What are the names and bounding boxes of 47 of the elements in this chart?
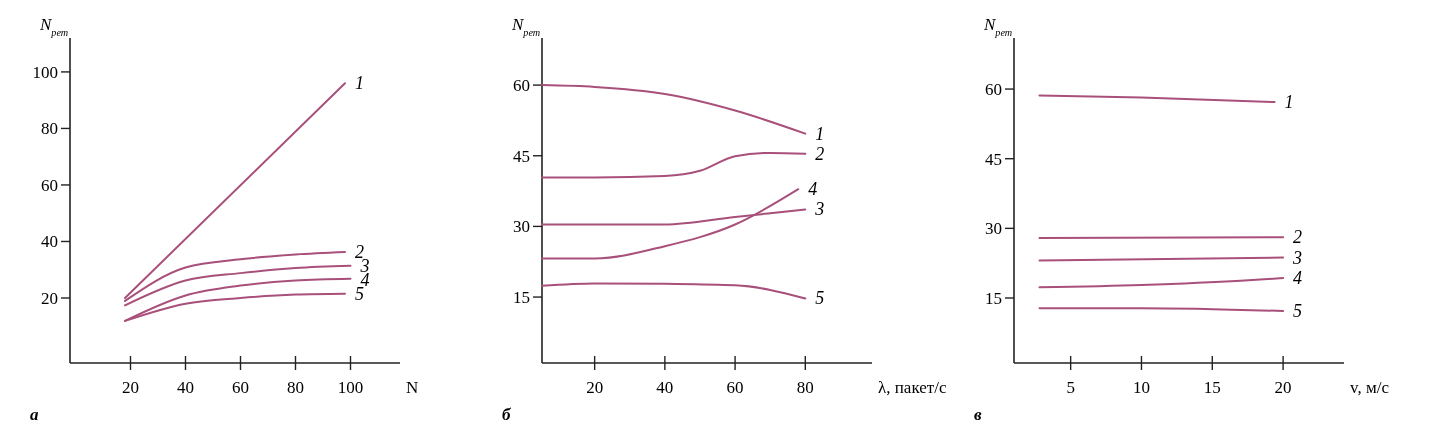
y-tick-label: 80 — [41, 119, 58, 139]
x-axis-title: v, м/с — [1350, 378, 1390, 397]
y-tick-label: 30 — [513, 217, 530, 237]
series-label: 1 — [355, 73, 364, 94]
y-tick-label: 30 — [985, 219, 1002, 239]
x-tick-label: 40 — [656, 378, 674, 397]
y-tick-label: 45 — [513, 146, 530, 166]
y-axis-title: N$_{рет}$ — [511, 15, 541, 38]
series-label: 3 — [1292, 247, 1303, 268]
y-tick-label: 60 — [41, 175, 58, 195]
series-label: 1 — [1284, 92, 1294, 113]
series-label: 5 — [1293, 301, 1303, 321]
text: а — [30, 405, 39, 424]
x-tick-label: 80 — [287, 378, 304, 397]
series-label: 2 — [1293, 227, 1303, 248]
x-tick-label: 15 — [1203, 378, 1221, 397]
x-tick-label: 40 — [177, 378, 194, 397]
y-tick-label: 15 — [985, 289, 1002, 308]
series-label: 5 — [815, 288, 825, 309]
x-tick-label: 5 — [1066, 378, 1075, 397]
y-tick-label: 100 — [32, 62, 58, 82]
y-tick-label: 40 — [41, 232, 58, 252]
x-tick-label: 20 — [586, 378, 604, 397]
x-tick-label: 60 — [726, 378, 744, 397]
y-axis-title: N$_{рет}$ — [39, 15, 69, 38]
text: б — [502, 405, 512, 424]
x-tick-label: 20 — [122, 378, 139, 397]
series-label: 4 — [1293, 268, 1303, 289]
x-tick-label: 80 — [796, 378, 814, 397]
y-axis-title: N$_{рет}$ — [983, 15, 1013, 38]
y-tick-label: 20 — [41, 289, 58, 308]
series-label: 2 — [815, 143, 825, 164]
series-label: 1 — [815, 123, 825, 144]
x-axis-title: λ, пакет/с — [878, 378, 947, 397]
x-tick-label: 60 — [232, 378, 249, 397]
x-tick-label: 100 — [337, 378, 364, 397]
x-tick-label: 10 — [1132, 378, 1150, 397]
y-tick-label: 60 — [513, 76, 530, 96]
series-label: 3 — [814, 199, 825, 220]
x-axis-title: N — [406, 378, 419, 397]
x-tick-label: 20 — [1274, 378, 1292, 397]
y-tick-label: 15 — [513, 288, 530, 308]
text: в — [974, 405, 982, 424]
series-label: 4 — [808, 179, 818, 200]
y-tick-label: 45 — [985, 149, 1002, 169]
series-label: 5 — [355, 283, 364, 304]
y-tick-label: 60 — [985, 80, 1002, 100]
